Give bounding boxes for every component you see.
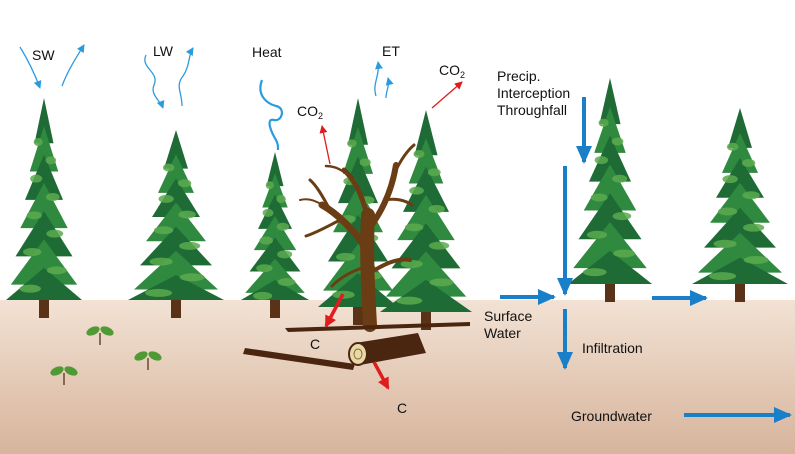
label-infiltration: Infiltration	[582, 340, 643, 356]
label-carbon-soil: C	[310, 336, 321, 352]
seedling-2	[134, 351, 162, 370]
label-surface-water: Surface Water	[484, 308, 604, 342]
tree-6	[568, 78, 652, 302]
tree-7	[692, 108, 788, 302]
seedlings	[50, 326, 162, 385]
label-carbon-log: C	[397, 400, 408, 416]
label-co2-right: CO2	[439, 62, 466, 80]
dead-tree	[299, 143, 416, 332]
label-lw: LW	[153, 43, 173, 59]
label-precipitation: Precip. Interception Throughfall	[497, 68, 617, 119]
tree-2	[128, 130, 224, 318]
label-groundwater: Groundwater	[571, 408, 652, 424]
label-interception-line: Interception	[497, 85, 571, 101]
label-precip-line: Precip.	[497, 68, 541, 84]
label-surface-line: Surface	[484, 308, 533, 324]
label-water-line: Water	[484, 325, 521, 341]
seedling-1	[86, 326, 114, 345]
label-sw: SW	[32, 47, 55, 63]
seedling-3	[50, 366, 78, 385]
co2-release-arrow-left	[319, 125, 331, 165]
fallen-branch	[243, 348, 355, 370]
longwave-radiation-arrows	[144, 47, 194, 109]
tree-5	[380, 110, 472, 330]
tree-3	[241, 152, 309, 318]
conifer-trees	[6, 78, 788, 330]
fallen-log	[348, 333, 426, 366]
co2-release-arrow-right	[431, 81, 463, 109]
evapotranspiration-arrows	[374, 61, 394, 99]
tree-1	[6, 98, 82, 318]
label-heat: Heat	[252, 44, 282, 60]
label-et: ET	[382, 43, 400, 59]
carbon-from-log-arrow	[372, 361, 390, 390]
carbon-to-soil-arrow	[324, 293, 345, 328]
label-throughfall-line: Throughfall	[497, 102, 568, 118]
litter-layer	[285, 322, 470, 332]
label-co2-left: CO2	[297, 103, 324, 121]
heat-flux-symbol	[259, 79, 283, 151]
soil-layer	[0, 300, 795, 454]
shortwave-radiation-arrows	[19, 44, 85, 89]
